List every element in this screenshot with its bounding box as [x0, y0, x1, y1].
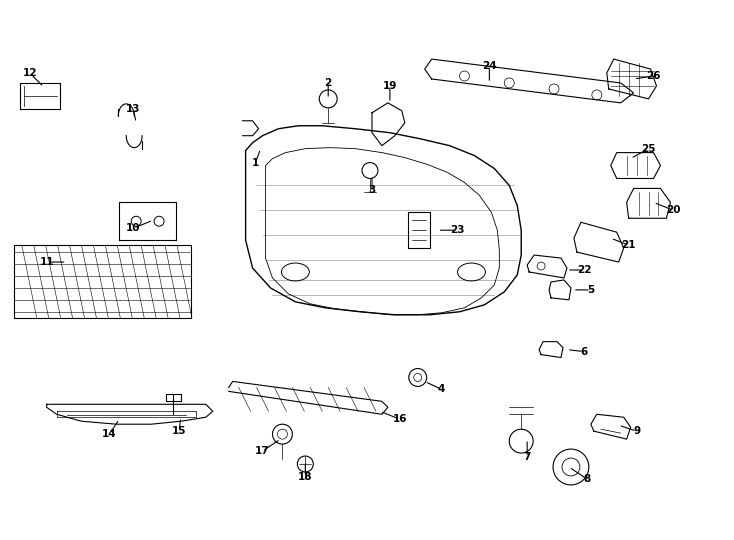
Text: 10: 10: [126, 223, 140, 233]
Text: 26: 26: [646, 71, 661, 81]
Text: 6: 6: [581, 347, 587, 356]
Text: 8: 8: [584, 474, 590, 484]
Text: 23: 23: [450, 225, 465, 235]
Text: 7: 7: [523, 452, 531, 462]
Text: 24: 24: [482, 61, 497, 71]
Text: 9: 9: [633, 426, 640, 436]
Text: 1: 1: [252, 158, 259, 167]
Text: 4: 4: [438, 384, 446, 394]
Text: 20: 20: [666, 205, 680, 215]
Text: 16: 16: [393, 414, 407, 424]
Text: 3: 3: [368, 185, 376, 195]
Text: 14: 14: [102, 429, 117, 439]
Text: 15: 15: [172, 426, 186, 436]
Text: 25: 25: [642, 144, 655, 153]
Text: 12: 12: [23, 68, 37, 78]
Text: 19: 19: [382, 81, 397, 91]
Text: 22: 22: [577, 265, 591, 275]
Text: 18: 18: [298, 472, 313, 482]
Text: 5: 5: [587, 285, 595, 295]
Text: 13: 13: [126, 104, 140, 114]
Text: 11: 11: [40, 257, 54, 267]
Text: 17: 17: [255, 446, 270, 456]
Text: 21: 21: [622, 240, 636, 250]
Text: 2: 2: [324, 78, 332, 88]
